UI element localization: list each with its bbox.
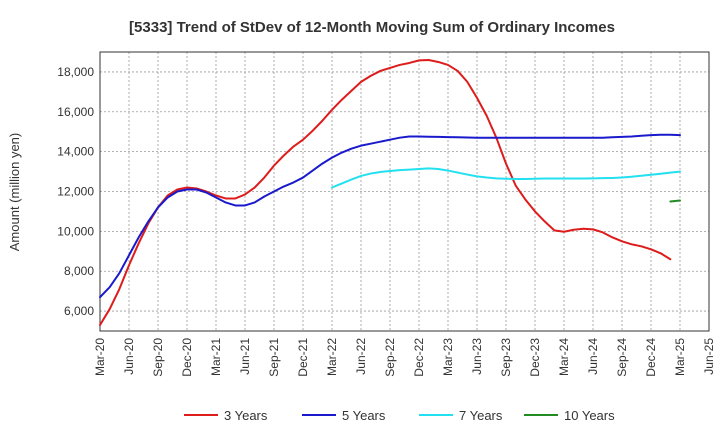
x-tick-label: Jun-25 <box>702 338 716 375</box>
x-tick-label: Mar-23 <box>441 338 455 376</box>
series-lines <box>99 58 681 327</box>
plot-frame <box>99 51 710 332</box>
x-tick-label: Sep-22 <box>383 338 397 377</box>
y-tick-label: 6,000 <box>64 304 94 318</box>
chart-title: [5333] Trend of StDev of 12-Month Moving… <box>129 19 615 36</box>
x-tick-label: Dec-22 <box>412 338 426 377</box>
x-tick-label: Sep-21 <box>267 338 281 377</box>
legend-label: 10 Years <box>564 408 615 423</box>
y-tick-label: 10,000 <box>57 224 94 238</box>
x-tick-label: Sep-20 <box>151 338 165 377</box>
y-tick-label: 16,000 <box>57 105 94 119</box>
x-tick-label: Mar-20 <box>93 338 107 376</box>
series-line-5-years <box>99 133 681 299</box>
legend-label: 5 Years <box>342 408 386 423</box>
y-tick-label: 8,000 <box>64 264 94 278</box>
series-line-7-years <box>331 167 681 189</box>
legend-label: 3 Years <box>224 408 268 423</box>
y-tick-label: 12,000 <box>57 185 94 199</box>
x-tick-label: Mar-22 <box>325 338 339 376</box>
legend-label: 7 Years <box>459 408 503 423</box>
x-tick-label: Dec-24 <box>644 338 658 377</box>
x-tick-label: Sep-23 <box>499 338 513 377</box>
x-tick-label: Sep-24 <box>615 338 629 377</box>
x-tick-label: Mar-21 <box>209 338 223 376</box>
axes: 6,000 8,000 10,000 12,000 14,000 16,000 18,000… <box>57 51 716 377</box>
y-axis-label: Amount (million yen) <box>7 133 22 252</box>
x-tick-label: Jun-22 <box>354 338 368 375</box>
x-tick-label: Jun-21 <box>238 338 252 375</box>
y-tick-label: 18,000 <box>57 65 94 79</box>
series-line-10-years <box>669 199 681 203</box>
legend: 3 Years 5 Years 7 Years 10 Years <box>184 408 615 423</box>
x-tick-label: Mar-24 <box>557 338 571 376</box>
x-tick-label: Jun-20 <box>122 338 136 375</box>
y-tick-label: 14,000 <box>57 145 94 159</box>
grid-lines <box>99 52 710 331</box>
x-tick-label: Dec-20 <box>180 338 194 377</box>
x-tick-label: Mar-25 <box>673 338 687 376</box>
series-line-3-years <box>99 58 672 327</box>
x-tick-label: Jun-23 <box>470 338 484 375</box>
x-tick-label: Dec-21 <box>296 338 310 377</box>
x-tick-label: Jun-24 <box>586 338 600 375</box>
x-tick-label: Dec-23 <box>528 338 542 377</box>
